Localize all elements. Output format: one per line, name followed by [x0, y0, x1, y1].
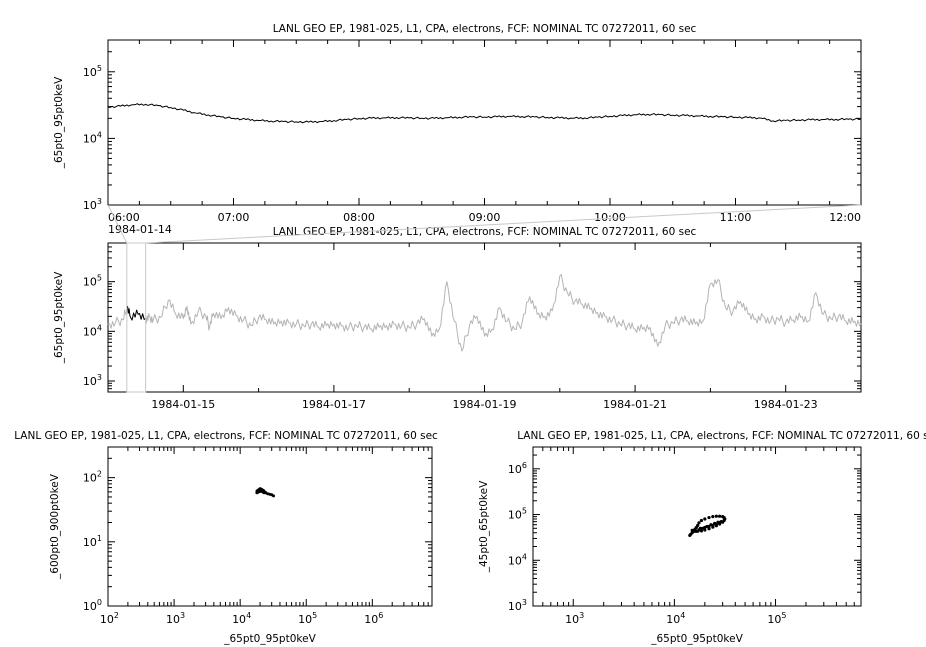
- timeseries-overview-yaxis-label-4-text: 104: [83, 323, 102, 338]
- timeseries-overview-xlabel-4: 1984-01-23: [754, 398, 818, 411]
- timeseries-zoom-frame: [107, 39, 862, 206]
- scatter-left-xaxis-label-4: 104: [232, 611, 251, 626]
- scatter-left-xaxis-label-5: 105: [298, 611, 317, 626]
- scatter-right-point: [713, 521, 717, 526]
- timeseries-overview-yaxis-label-3-text: 103: [83, 373, 102, 388]
- scatter-right-point: [700, 526, 705, 530]
- zoom-connector-right: [145, 204, 862, 244]
- scatter-left-points: [255, 487, 276, 498]
- scatter-right-xaxis-label-4: 104: [666, 611, 685, 626]
- scatter-right-point: [714, 514, 718, 518]
- timeseries-zoom-xlabel-2: 08:00: [343, 211, 375, 224]
- scatter-right-yaxis-label-5: 105: [508, 507, 527, 522]
- scatter-right-yaxis-label-6-text: 106: [508, 461, 527, 476]
- scatter-right-point: [697, 528, 701, 532]
- scatter-left-ylabel: _600pt0_900pt0keV: [49, 473, 61, 580]
- timeseries-zoom-yaxis-label-3: 103: [83, 197, 102, 212]
- timeseries-overview-ylabel: _65pt0_95pt0keV: [53, 271, 65, 364]
- timeseries-overview-highlight-trace: [126, 305, 147, 321]
- timeseries-zoom-yaxis-label-4: 104: [83, 130, 102, 145]
- scatter-left-xaxis-label-5-text: 105: [298, 611, 317, 626]
- scatter-left-xaxis-label-3: 103: [166, 611, 185, 626]
- timeseries-overview-yaxis-label-3: 103: [83, 373, 102, 388]
- scatter-right-yaxis-label-3-text: 103: [508, 598, 527, 613]
- timeseries-zoom-yaxis-label-4-text: 104: [83, 130, 102, 145]
- scatter-left-xaxis-label-2-text: 102: [100, 611, 119, 626]
- scatter-left-xaxis-label-3-text: 103: [166, 611, 185, 626]
- scatter-left-yaxis-label-0: 100: [83, 598, 102, 613]
- scatter-left-yaxis-label-2: 102: [83, 470, 102, 485]
- timeseries-zoom-yaxis-label-5: 105: [83, 64, 102, 79]
- scatter-right-point: [705, 524, 709, 529]
- scatter-left-point: [261, 489, 265, 493]
- scatter-right-xaxis-label-4-text: 104: [666, 611, 685, 626]
- scatter-right-point: [703, 517, 707, 521]
- scatter-right-point: [699, 518, 704, 523]
- scatter-right-point: [719, 520, 723, 524]
- timeseries-zoom-yaxis-label-3-text: 103: [83, 197, 102, 212]
- scatter-right-point: [697, 521, 701, 525]
- scatter-left-title: LANL GEO EP, 1981-025, L1, CPA, electron…: [14, 430, 438, 442]
- timeseries-zoom-ylabel: _65pt0_95pt0keV: [53, 76, 65, 169]
- scatter-right-point: [707, 515, 711, 520]
- scatter-right-xaxis-label-5-text: 105: [767, 611, 786, 626]
- scatter-right-yaxis-label-6: 106: [508, 461, 527, 476]
- scatter-right-yaxis-label-3: 103: [508, 598, 527, 613]
- timeseries-zoom-trace: [107, 103, 862, 124]
- timeseries-zoom-xlabel-5: 11:00: [720, 211, 752, 224]
- scatter-right-point: [711, 515, 715, 519]
- scatter-left-xaxis-label-6-text: 106: [364, 611, 383, 626]
- zoom-connector-left: [107, 204, 128, 244]
- scatter-right-xaxis-label-3-text: 103: [565, 611, 584, 626]
- timeseries-overview-xlabel-0: 1984-01-15: [151, 398, 215, 411]
- scatter-left-yaxis-label-0-text: 100: [83, 598, 102, 613]
- timeseries-zoom-xlabel-6: 12:00: [829, 211, 861, 224]
- scatter-left-xaxis-label-4-text: 104: [232, 611, 251, 626]
- timeseries-zoom-date-label: 1984-01-14: [108, 223, 172, 236]
- scatter-right-yaxis-label-4: 104: [508, 552, 527, 567]
- scatter-right-xaxis-label-5: 105: [767, 611, 786, 626]
- scatter-left-xaxis-label-6: 106: [364, 611, 383, 626]
- scatter-left-yaxis-label-1-text: 101: [83, 534, 102, 549]
- scatter-right-point: [688, 533, 692, 537]
- scatter-right-ylabel: _45pt0_65pt0keV: [478, 480, 490, 573]
- scatter-right-points: [688, 514, 727, 537]
- scatter-right-point: [699, 529, 704, 533]
- scatter-right-point: [694, 529, 698, 533]
- timeseries-zoom-yaxis-label-5-text: 105: [83, 64, 102, 79]
- timeseries-overview-yaxis-label-5-text: 105: [83, 274, 102, 289]
- scatter-left-xaxis-label-2: 102: [100, 611, 119, 626]
- scatter-right-title: LANL GEO EP, 1981-025, L1, CPA, electron…: [517, 430, 926, 442]
- timeseries-zoom-xlabel-3: 09:00: [469, 211, 501, 224]
- scatter-left-yaxis-label-2-text: 102: [83, 470, 102, 485]
- scatter-left-xlabel: _65pt0_95pt0keV: [223, 633, 316, 645]
- scatter-right-point: [716, 520, 720, 524]
- scatter-left-yaxis-label-1: 101: [83, 534, 102, 549]
- timeseries-overview-yaxis-label-5: 105: [83, 274, 102, 289]
- scatter-right-point: [721, 515, 725, 519]
- timeseries-zoom-title: LANL GEO EP, 1981-025, L1, CPA, electron…: [273, 23, 697, 35]
- scatter-left-frame: [107, 446, 433, 607]
- timeseries-zoom-xlabel-1: 07:00: [218, 211, 250, 224]
- zoom-selection-box[interactable]: [126, 242, 147, 393]
- scatter-right-frame: [532, 446, 862, 607]
- timeseries-overview-trace: [107, 274, 862, 352]
- timeseries-overview-xlabel-3: 1984-01-21: [603, 398, 667, 411]
- scatter-right-point: [703, 528, 707, 532]
- scatter-right-yaxis-label-4-text: 104: [508, 552, 527, 567]
- timeseries-overview-xlabel-1: 1984-01-17: [302, 398, 366, 411]
- scatter-right-point: [709, 523, 713, 527]
- scatter-right-point: [707, 527, 711, 531]
- scatter-right-xaxis-label-3: 103: [565, 611, 584, 626]
- scatter-right-point: [718, 514, 722, 518]
- scatter-left-point: [272, 494, 276, 498]
- timeseries-zoom-xlabel-4: 10:00: [594, 211, 626, 224]
- timeseries-overview-yaxis-label-4: 104: [83, 323, 102, 338]
- scatter-right-xlabel: _65pt0_95pt0keV: [650, 633, 743, 645]
- scatter-right-yaxis-label-5-text: 105: [508, 507, 527, 522]
- timeseries-overview-xlabel-2: 1984-01-19: [453, 398, 517, 411]
- timeseries-overview-title: LANL GEO EP, 1981-025, L1, CPA, electron…: [273, 226, 697, 238]
